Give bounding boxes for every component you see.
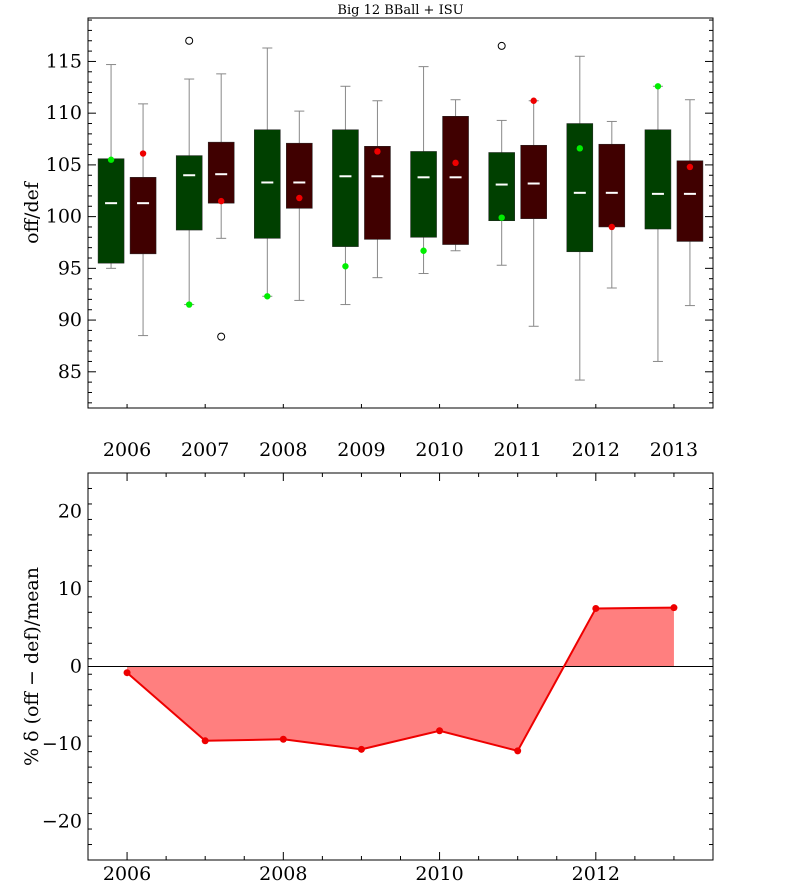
x-tick-label: 2010: [415, 863, 463, 882]
box-defense-2013: [676, 99, 704, 307]
box-offense-2007: [175, 36, 203, 308]
isu-marker: [296, 194, 303, 202]
isu-marker: [452, 159, 459, 167]
box-body: [207, 141, 235, 204]
x-tick-label: 2006: [103, 863, 151, 882]
y-tick-label: 110: [46, 102, 82, 124]
box-defense-2007: [207, 73, 235, 341]
data-point-2011: [514, 747, 522, 755]
difference-area-panel: −20 −10 0 10 20 2006 2008 2010 2012 % δ (off − de…: [21, 472, 714, 882]
chart-title: Big 12 BBall + ISU: [337, 3, 463, 18]
box-plot-panel: Big 12 BBall + ISU 85 90 95 100 105 110 115 off/…: [21, 3, 714, 461]
y-tick-label: −20: [42, 810, 82, 832]
x-category-label: 2008: [259, 439, 307, 461]
isu-marker: [420, 247, 427, 254]
isu-marker: [654, 83, 662, 90]
box-body: [97, 158, 125, 264]
y-tick-label: 20: [58, 501, 82, 523]
y-tick-label: −10: [42, 733, 82, 755]
plot-frame: [87, 17, 714, 409]
box-offense-2012: [566, 55, 594, 381]
box-body: [520, 144, 547, 219]
box-defense-2006: [129, 103, 157, 337]
box-defense-2009: [364, 100, 391, 279]
y-tick-label: 90: [58, 309, 82, 331]
box-body: [254, 129, 281, 239]
box-defense-2012: [598, 120, 626, 289]
box-body: [332, 129, 359, 247]
x-tick-label: 2008: [259, 863, 307, 882]
data-point-2006: [123, 669, 131, 677]
y-axis-label: % δ (off − def)/mean: [21, 567, 43, 766]
x-category-label: 2006: [103, 439, 151, 461]
box-body: [598, 143, 626, 228]
isu-marker: [498, 214, 505, 221]
data-point-2007: [201, 737, 209, 745]
isu-marker: [107, 156, 115, 163]
y-axis-label: off/def: [21, 180, 43, 244]
data-point-2010: [436, 727, 444, 735]
isu-marker: [217, 197, 225, 205]
outlier-point: [185, 36, 194, 45]
x-category-label: 2011: [494, 439, 542, 461]
box-body: [566, 123, 594, 253]
data-point-2008: [279, 735, 287, 743]
box-body: [676, 160, 704, 242]
y-tick-label: 105: [46, 154, 82, 176]
isu-marker: [686, 163, 694, 171]
isu-marker: [185, 301, 193, 308]
box-offense-2011: [488, 41, 515, 266]
box-defense-2010: [442, 99, 469, 252]
data-point-2009: [357, 745, 365, 753]
box-body: [364, 146, 391, 240]
data-point-2013: [670, 604, 678, 612]
outlier-point: [217, 332, 226, 341]
box-defense-2008: [286, 110, 313, 301]
data-point-2012: [592, 604, 600, 612]
box-body: [410, 151, 437, 238]
x-category-label: 2007: [181, 439, 229, 461]
box-body: [442, 116, 469, 245]
box-offense-2006: [97, 64, 125, 269]
box-body: [286, 142, 313, 209]
isu-marker: [139, 150, 147, 157]
y-tick-label: 95: [58, 257, 82, 279]
isu-marker: [530, 97, 537, 104]
x-tick-label: 2012: [572, 863, 620, 882]
isu-marker: [608, 223, 616, 231]
box-offense-2013: [644, 83, 672, 362]
y-tick-label: 115: [46, 50, 82, 72]
box-body: [488, 152, 515, 222]
box-body: [129, 177, 157, 255]
y-tick-label: 85: [58, 361, 82, 383]
y-tick-label: 100: [46, 206, 82, 228]
isu-marker: [576, 145, 584, 152]
difference-fill: [127, 607, 674, 751]
x-category-label: 2013: [650, 439, 698, 461]
difference-line: [126, 606, 674, 753]
outlier-point: [497, 41, 506, 50]
isu-marker: [342, 263, 349, 270]
box-body: [175, 155, 203, 231]
box-defense-2011: [520, 97, 547, 327]
x-category-label: 2012: [572, 439, 620, 461]
box-offense-2010: [410, 66, 437, 275]
x-category-label: 2009: [337, 439, 385, 461]
isu-marker: [264, 293, 271, 300]
y-tick-label: 0: [70, 656, 82, 678]
box-offense-2009: [332, 85, 359, 306]
isu-marker: [374, 148, 381, 155]
x-category-label: 2010: [415, 439, 463, 461]
box-offense-2008: [254, 47, 281, 300]
box-body: [644, 129, 672, 230]
y-tick-label: 10: [58, 578, 82, 600]
